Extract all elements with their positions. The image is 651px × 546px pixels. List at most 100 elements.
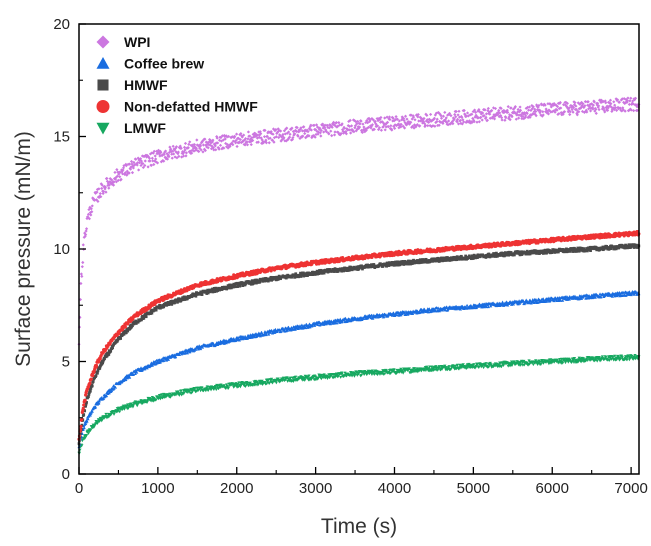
data-point — [415, 261, 419, 264]
data-point — [448, 259, 452, 262]
data-point — [170, 156, 174, 160]
data-point — [266, 378, 270, 382]
data-point — [194, 292, 197, 296]
data-point — [558, 357, 562, 361]
data-point — [206, 288, 210, 292]
data-point — [335, 321, 339, 325]
data-point — [562, 248, 565, 252]
data-point — [535, 249, 539, 253]
data-point — [196, 347, 200, 351]
data-point — [407, 367, 411, 371]
data-point — [372, 263, 376, 266]
data-point — [351, 318, 356, 322]
data-point — [510, 364, 514, 367]
data-point — [87, 217, 92, 221]
data-point — [195, 138, 199, 142]
data-point — [214, 388, 218, 392]
data-point — [212, 286, 216, 290]
data-point — [458, 363, 462, 367]
data-point — [350, 374, 354, 378]
data-point — [271, 276, 274, 280]
data-point — [446, 256, 450, 260]
data-point — [412, 258, 415, 262]
data-point — [104, 412, 108, 416]
data-point — [267, 332, 271, 336]
data-point — [620, 356, 624, 360]
data-point — [144, 315, 148, 319]
data-point — [463, 257, 467, 261]
data-point — [436, 306, 440, 310]
data-point — [382, 315, 386, 319]
data-point — [384, 262, 388, 266]
data-point — [194, 347, 198, 351]
data-point — [90, 384, 94, 388]
data-point — [174, 393, 178, 397]
data-point — [113, 385, 118, 389]
data-point — [154, 308, 158, 312]
data-point — [395, 262, 399, 265]
data-point — [465, 303, 469, 307]
data-point — [575, 248, 579, 252]
data-point — [377, 264, 381, 268]
data-point — [132, 160, 136, 164]
data-point — [507, 250, 511, 254]
data-point — [136, 161, 140, 165]
data-point — [609, 247, 613, 250]
data-point — [122, 164, 126, 168]
data-point — [79, 281, 83, 286]
data-point — [127, 171, 131, 175]
data-point — [112, 412, 116, 416]
data-point — [225, 383, 229, 387]
data-point — [157, 306, 161, 310]
data-point — [565, 247, 568, 251]
data-point — [425, 365, 429, 369]
data-point — [113, 170, 117, 175]
data-point — [123, 325, 127, 329]
data-point — [394, 263, 398, 267]
data-point — [166, 301, 170, 304]
series-wpi — [77, 96, 641, 346]
data-point — [181, 298, 185, 302]
data-point — [84, 402, 88, 406]
data-point — [477, 365, 481, 369]
data-point — [211, 290, 215, 294]
data-point — [316, 323, 320, 327]
data-point — [89, 387, 93, 390]
data-point — [436, 368, 440, 372]
data-point — [83, 398, 87, 402]
data-point — [491, 255, 495, 258]
data-point — [586, 359, 590, 363]
data-point — [139, 159, 144, 163]
data-point — [96, 369, 100, 373]
data-point — [576, 247, 580, 250]
data-point — [176, 390, 180, 394]
data-point — [552, 248, 556, 252]
data-point — [89, 428, 93, 432]
data-point — [339, 375, 343, 379]
data-point — [80, 423, 84, 427]
data-point — [606, 235, 610, 239]
data-point — [231, 285, 235, 289]
data-point — [100, 186, 104, 191]
data-point — [79, 424, 83, 429]
data-point — [122, 332, 126, 336]
data-point — [561, 361, 565, 365]
data-point — [131, 404, 136, 407]
data-point — [190, 390, 195, 394]
data-point — [450, 256, 453, 260]
data-point — [613, 245, 617, 248]
data-point — [200, 293, 204, 296]
data-point — [159, 150, 163, 155]
data-point — [124, 378, 128, 382]
data-point — [193, 387, 197, 390]
data-point — [598, 248, 602, 251]
data-point — [595, 248, 599, 252]
data-point — [500, 300, 505, 304]
data-point — [436, 256, 440, 260]
data-point — [349, 265, 352, 269]
data-point — [176, 150, 180, 154]
data-point — [342, 269, 346, 272]
data-point — [250, 279, 254, 283]
data-point — [258, 280, 262, 284]
